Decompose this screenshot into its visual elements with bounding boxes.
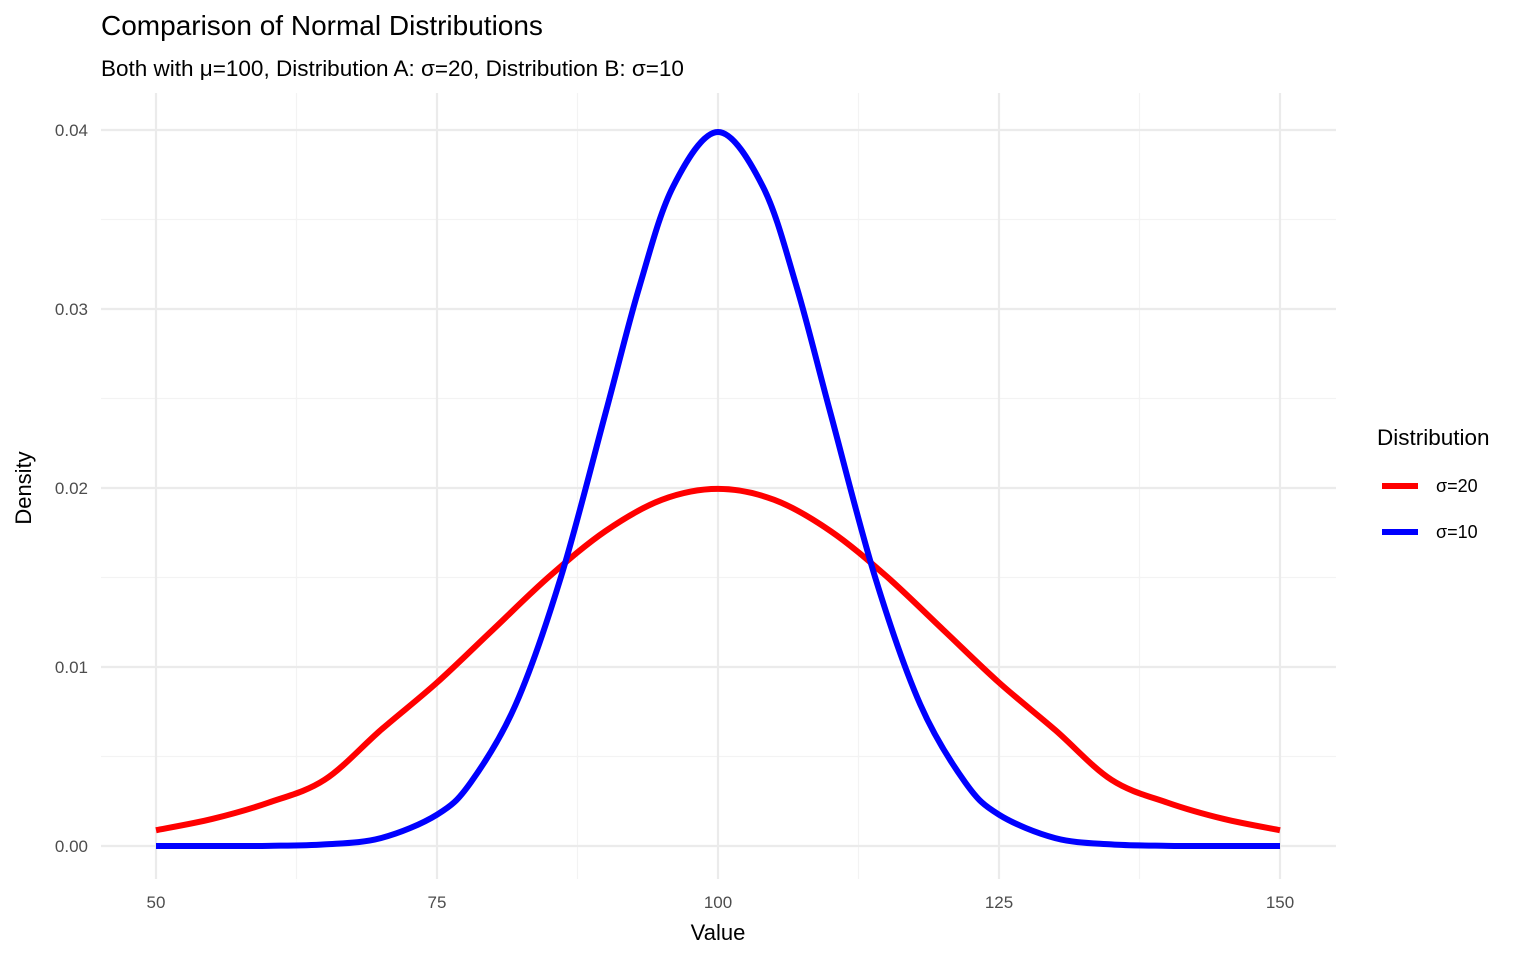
y-tick-label: 0.04 [55,121,88,140]
legend-label: σ=10 [1436,522,1478,542]
y-axis-ticks: 0.00 0.01 0.02 0.03 0.04 [55,121,88,856]
legend-title: Distribution [1377,425,1490,450]
x-tick-label: 75 [428,893,447,912]
chart-subtitle: Both with μ=100, Distribution A: σ=20, D… [101,56,684,81]
legend: Distribution σ=20 σ=10 [1377,425,1490,542]
x-axis-ticks: 50 75 100 125 150 [147,893,1295,912]
x-axis-title: Value [691,920,746,945]
y-tick-label: 0.02 [55,479,88,498]
series-line-2 [155,128,1281,850]
series-layer [155,128,1281,850]
y-tick-label: 0.03 [55,300,88,319]
x-tick-label: 50 [147,893,166,912]
y-axis-title: Density [11,451,36,524]
series-line-1 [155,485,1281,834]
x-tick-label: 150 [1266,893,1294,912]
y-tick-label: 0.00 [55,837,88,856]
chart-title: Comparison of Normal Distributions [101,10,543,41]
x-tick-label: 125 [985,893,1013,912]
y-tick-label: 0.01 [55,658,88,677]
x-tick-label: 100 [704,893,732,912]
legend-label: σ=20 [1436,476,1478,496]
